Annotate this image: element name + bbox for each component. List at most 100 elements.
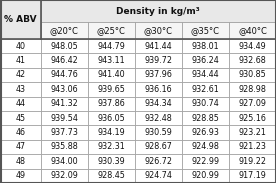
Bar (88, 39, 135, 53)
Bar (135, 125, 182, 140)
Text: 934.19: 934.19 (97, 128, 125, 137)
Bar (135, 68, 182, 82)
Text: 934.00: 934.00 (51, 157, 78, 166)
Bar (1, 154, 41, 169)
Bar (1, 169, 41, 183)
Bar (41, 0, 276, 22)
Bar (229, 169, 276, 183)
Bar (41, 39, 88, 53)
Text: 930.85: 930.85 (238, 70, 266, 79)
Bar (182, 154, 229, 169)
Bar (182, 97, 229, 111)
Bar (1, 125, 41, 140)
Text: 936.16: 936.16 (145, 85, 172, 94)
Text: 943.06: 943.06 (51, 85, 78, 94)
Bar (135, 140, 182, 154)
Text: 41: 41 (16, 56, 26, 65)
Text: 941.32: 941.32 (50, 99, 78, 108)
Text: 939.54: 939.54 (50, 114, 78, 123)
Text: 930.59: 930.59 (144, 128, 172, 137)
Text: 934.49: 934.49 (238, 42, 266, 51)
Bar (135, 169, 182, 183)
Text: 922.99: 922.99 (191, 157, 219, 166)
Bar (88, 82, 135, 97)
Text: 928.45: 928.45 (97, 171, 125, 180)
Text: 941.44: 941.44 (145, 42, 172, 51)
Text: 939.72: 939.72 (144, 56, 172, 65)
Text: 943.11: 943.11 (97, 56, 125, 65)
Text: 941.40: 941.40 (97, 70, 125, 79)
Text: 924.98: 924.98 (192, 143, 219, 152)
Text: Density in kg/m³: Density in kg/m³ (116, 7, 200, 16)
Bar (229, 111, 276, 125)
Bar (1, 68, 41, 82)
Bar (88, 154, 135, 169)
Text: 928.98: 928.98 (238, 85, 266, 94)
Bar (182, 125, 229, 140)
Text: 935.88: 935.88 (50, 143, 78, 152)
Text: 932.09: 932.09 (50, 171, 78, 180)
Bar (182, 140, 229, 154)
Text: 936.05: 936.05 (97, 114, 125, 123)
Bar (88, 68, 135, 82)
Text: 923.21: 923.21 (238, 128, 266, 137)
Text: 40: 40 (16, 42, 26, 51)
Bar (1, 39, 41, 53)
Bar (1, 82, 41, 97)
Bar (41, 111, 88, 125)
Bar (1, 0, 41, 39)
Text: 44: 44 (16, 99, 26, 108)
Bar (41, 53, 88, 68)
Bar (182, 39, 229, 53)
Bar (41, 140, 88, 154)
Text: 920.99: 920.99 (192, 171, 219, 180)
Text: @25°C: @25°C (97, 26, 126, 35)
Bar (1, 111, 41, 125)
Text: 932.31: 932.31 (97, 143, 125, 152)
Text: 934.44: 934.44 (192, 70, 219, 79)
Text: 928.67: 928.67 (144, 143, 172, 152)
Text: @35°C: @35°C (191, 26, 220, 35)
Bar (1, 140, 41, 154)
Bar (41, 97, 88, 111)
Text: 946.42: 946.42 (50, 56, 78, 65)
Bar (41, 82, 88, 97)
Bar (182, 82, 229, 97)
Bar (135, 154, 182, 169)
Text: 921.23: 921.23 (238, 143, 266, 152)
Text: 47: 47 (16, 143, 26, 152)
Bar (229, 154, 276, 169)
Bar (41, 22, 88, 39)
Text: 930.39: 930.39 (97, 157, 125, 166)
Bar (182, 111, 229, 125)
Text: 928.85: 928.85 (192, 114, 219, 123)
Bar (41, 169, 88, 183)
Bar (88, 53, 135, 68)
Bar (135, 22, 182, 39)
Text: 948.05: 948.05 (50, 42, 78, 51)
Text: 926.72: 926.72 (144, 157, 172, 166)
Text: 42: 42 (16, 70, 26, 79)
Bar (135, 111, 182, 125)
Bar (182, 53, 229, 68)
Bar (88, 125, 135, 140)
Text: 932.48: 932.48 (144, 114, 172, 123)
Text: 924.74: 924.74 (144, 171, 172, 180)
Text: 926.93: 926.93 (192, 128, 219, 137)
Text: 932.68: 932.68 (238, 56, 266, 65)
Text: 925.16: 925.16 (238, 114, 266, 123)
Bar (88, 22, 135, 39)
Text: 930.74: 930.74 (192, 99, 219, 108)
Text: 919.22: 919.22 (238, 157, 266, 166)
Text: 944.79: 944.79 (97, 42, 125, 51)
Bar (229, 140, 276, 154)
Bar (41, 125, 88, 140)
Bar (1, 53, 41, 68)
Bar (229, 125, 276, 140)
Bar (88, 140, 135, 154)
Bar (135, 53, 182, 68)
Bar (1, 97, 41, 111)
Bar (88, 111, 135, 125)
Bar (229, 39, 276, 53)
Text: 937.96: 937.96 (144, 70, 172, 79)
